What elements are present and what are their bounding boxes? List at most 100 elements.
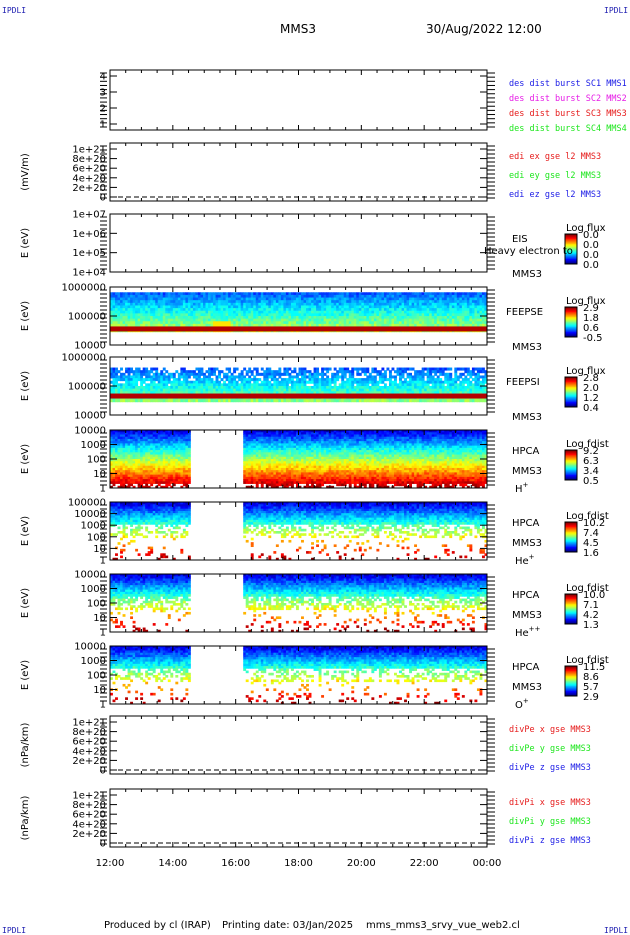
- heatmap-cell: [459, 389, 462, 392]
- heatmap-cell: [213, 321, 216, 324]
- heatmap-cell: [140, 375, 143, 378]
- heatmap-cell: [457, 298, 460, 301]
- heatmap-cell: [329, 399, 332, 402]
- heatmap-cell: [311, 303, 314, 306]
- heatmap-cell: [301, 319, 304, 322]
- heatmap-cell: [311, 300, 314, 303]
- heatmap-cell: [316, 321, 319, 324]
- heatmap-cell: [170, 389, 173, 392]
- heatmap-cell: [477, 305, 480, 308]
- heatmap-cell: [374, 321, 377, 324]
- heatmap-cell: [319, 295, 322, 298]
- heatmap-cell: [133, 303, 136, 306]
- heatmap-cell: [321, 370, 324, 373]
- heatmap-cell: [374, 383, 377, 386]
- heatmap-cell: [464, 319, 467, 322]
- heatmap-cell: [231, 303, 234, 306]
- heatmap-cell: [195, 316, 198, 319]
- heatmap-cell: [366, 399, 369, 402]
- heatmap-cell: [366, 370, 369, 373]
- heatmap-cell: [233, 313, 236, 316]
- heatmap-cell: [138, 300, 141, 303]
- heatmap-cell: [286, 295, 289, 298]
- heatmap-cell: [417, 308, 420, 311]
- heatmap-cell: [344, 319, 347, 322]
- heatmap-cell: [133, 316, 136, 319]
- heatmap-cell: [266, 298, 269, 301]
- heatmap-cell: [271, 313, 274, 316]
- heatmap-cell: [165, 386, 168, 389]
- heatmap-cell: [391, 308, 394, 311]
- heatmap-cell: [276, 292, 279, 295]
- heatmap-cell: [299, 311, 302, 314]
- heatmap-cell: [467, 383, 470, 386]
- heatmap-cell: [236, 316, 239, 319]
- heatmap-cell: [263, 300, 266, 303]
- heatmap-cell: [236, 383, 239, 386]
- heatmap-cell: [243, 399, 246, 402]
- heatmap-cell: [155, 389, 158, 392]
- heatmap-cell: [188, 370, 191, 373]
- heatmap-cell: [414, 373, 417, 376]
- heatmap-cell: [444, 305, 447, 308]
- heatmap-cell: [206, 399, 209, 402]
- heatmap-cell: [125, 389, 128, 392]
- y-tick-label: 3: [100, 88, 106, 99]
- heatmap-cell: [339, 298, 342, 301]
- heatmap-cell: [459, 368, 462, 371]
- heatmap-cell: [389, 378, 392, 381]
- heatmap-cell: [173, 389, 176, 392]
- heatmap-cell: [336, 370, 339, 373]
- heatmap-cell: [402, 383, 405, 386]
- heatmap-cell: [449, 292, 452, 295]
- heatmap-cell: [135, 305, 138, 308]
- heatmap-cell: [479, 308, 482, 311]
- heatmap-cell: [386, 305, 389, 308]
- heatmap-cell: [238, 308, 241, 311]
- heatmap-cell: [394, 370, 397, 373]
- heatmap-cell: [316, 378, 319, 381]
- heatmap-cell: [452, 298, 455, 301]
- heatmap-cell: [341, 375, 344, 378]
- heatmap-cell: [256, 386, 259, 389]
- heatmap-cell: [193, 303, 196, 306]
- heatmap-cell: [256, 319, 259, 322]
- heatmap-cell: [319, 373, 322, 376]
- heatmap-cell: [422, 370, 425, 373]
- heatmap-cell: [198, 319, 201, 322]
- heatmap-cell: [389, 319, 392, 322]
- heatmap-cell: [293, 305, 296, 308]
- heatmap-cell: [404, 316, 407, 319]
- heatmap-cell: [359, 308, 362, 311]
- heatmap-cell: [238, 389, 241, 392]
- heatmap-cell: [251, 303, 254, 306]
- heatmap-cell: [195, 375, 198, 378]
- heatmap-cell: [341, 292, 344, 295]
- heatmap-cell: [314, 378, 317, 381]
- heatmap-cell: [233, 316, 236, 319]
- heatmap-cell: [170, 375, 173, 378]
- heatmap-cell: [351, 370, 354, 373]
- heatmap-cell: [359, 389, 362, 392]
- heatmap-cell: [402, 313, 405, 316]
- heatmap-cell: [268, 305, 271, 308]
- heatmap-cell: [429, 305, 432, 308]
- heatmap-cell: [188, 373, 191, 376]
- heatmap-cell: [123, 300, 126, 303]
- heatmap-cell: [429, 292, 432, 295]
- heatmap-cell: [336, 292, 339, 295]
- heatmap-cell: [449, 300, 452, 303]
- heatmap-cell: [256, 292, 259, 295]
- heatmap-cell: [143, 300, 146, 303]
- heatmap-cell: [369, 308, 372, 311]
- heatmap-cell: [125, 300, 128, 303]
- heatmap-cell: [432, 308, 435, 311]
- heatmap-cell: [206, 319, 209, 322]
- heatmap-cell: [185, 319, 188, 322]
- heatmap-cell: [384, 386, 387, 389]
- heatmap-cell: [364, 389, 367, 392]
- heatmap-cell: [163, 308, 166, 311]
- heatmap-cell: [329, 378, 332, 381]
- heatmap-cell: [384, 399, 387, 402]
- heatmap-cell: [301, 303, 304, 306]
